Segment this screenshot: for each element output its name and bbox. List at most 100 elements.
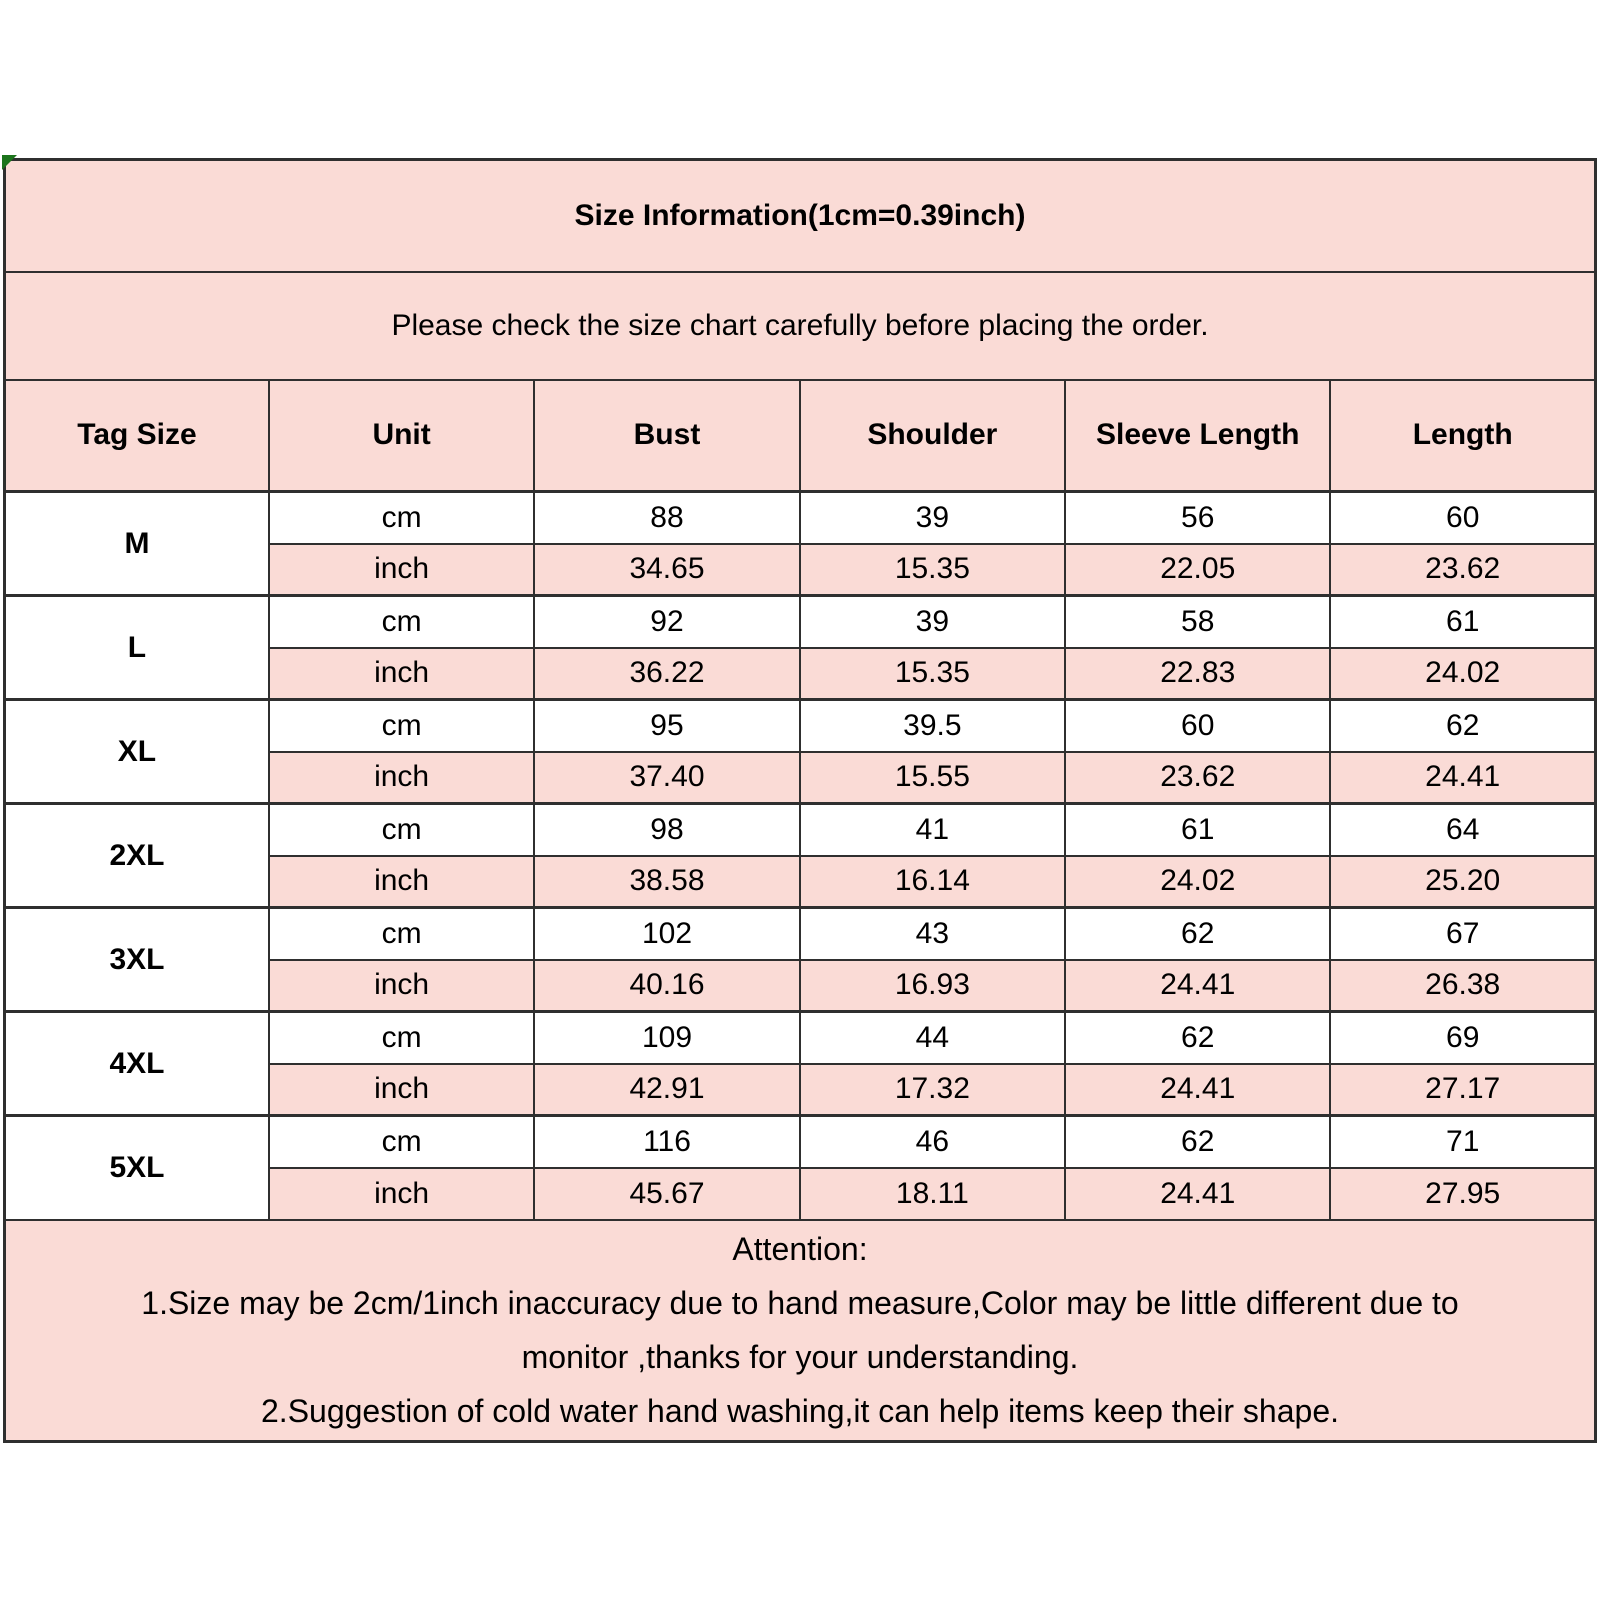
attention-heading: Attention: xyxy=(732,1231,868,1268)
cm-value-cell: 102 xyxy=(533,906,801,961)
inch-value-cell: 24.41 xyxy=(1064,1166,1332,1221)
inch-value-cell: 16.14 xyxy=(798,854,1067,909)
inch-value-cell: 37.40 xyxy=(533,750,801,805)
size-row-xl-inch: inch 37.40 15.55 23.62 24.41 xyxy=(5,750,1597,805)
cm-value-cell: 61 xyxy=(1329,594,1597,649)
size-row-5xl-cm: 5XL cm 116 46 62 71 xyxy=(3,1114,1597,1221)
unit-inch-cell: inch xyxy=(267,542,536,597)
attention-line-2: monitor ,thanks for your understanding. xyxy=(521,1339,1079,1376)
green-corner-marker-icon xyxy=(2,155,17,170)
inch-value-cell: 15.35 xyxy=(798,542,1067,597)
cm-value-cell: 71 xyxy=(1329,1114,1597,1169)
cm-value-cell: 46 xyxy=(798,1114,1067,1169)
attention-row: Attention: 1.Size may be 2cm/1inch inacc… xyxy=(3,1218,1597,1443)
cm-value-cell: 60 xyxy=(1329,490,1597,545)
inch-value-cell: 22.05 xyxy=(1064,542,1332,597)
cm-value-cell: 44 xyxy=(798,1010,1067,1065)
inch-value-cell: 24.41 xyxy=(1064,958,1332,1013)
inch-value-cell: 27.17 xyxy=(1329,1062,1597,1117)
size-row-l-inch: inch 36.22 15.35 22.83 24.02 xyxy=(5,646,1597,701)
size-row-4xl-cm: 4XL cm 109 44 62 69 xyxy=(3,1010,1597,1117)
cm-value-cell: 109 xyxy=(533,1010,801,1065)
inch-value-cell: 24.41 xyxy=(1329,750,1597,805)
unit-cm-cell: cm xyxy=(267,490,536,545)
inch-value-cell: 17.32 xyxy=(798,1062,1067,1117)
size-chart-notice: Please check the size chart carefully be… xyxy=(3,270,1597,381)
size-table-foot: Attention: 1.Size may be 2cm/1inch inacc… xyxy=(3,1218,1597,1443)
size-row-xl-cm: XL cm 95 39.5 60 62 xyxy=(3,698,1597,805)
tag-size-cell-l: L xyxy=(3,594,270,701)
attention-line-1: 1.Size may be 2cm/1inch inaccuracy due t… xyxy=(141,1285,1459,1322)
cm-value-cell: 58 xyxy=(1064,594,1332,649)
unit-cm-cell: cm xyxy=(267,1114,536,1169)
unit-cm-cell: cm xyxy=(267,594,536,649)
inch-value-cell: 15.55 xyxy=(798,750,1067,805)
cm-value-cell: 60 xyxy=(1064,698,1332,753)
column-header-bust: Bust xyxy=(533,378,801,493)
inch-value-cell: 26.38 xyxy=(1329,958,1597,1013)
inch-value-cell: 16.93 xyxy=(798,958,1067,1013)
tag-size-cell-xl: XL xyxy=(3,698,270,805)
cm-value-cell: 39 xyxy=(798,594,1067,649)
inch-value-cell: 22.83 xyxy=(1064,646,1332,701)
cm-value-cell: 92 xyxy=(533,594,801,649)
title-row: Size Information(1cm=0.39inch) xyxy=(3,158,1597,273)
cm-value-cell: 39.5 xyxy=(798,698,1067,753)
cm-value-cell: 41 xyxy=(798,802,1067,857)
size-row-3xl-cm: 3XL cm 102 43 62 67 xyxy=(3,906,1597,1013)
size-row-5xl-inch: inch 45.67 18.11 24.41 27.95 xyxy=(5,1166,1597,1221)
cm-value-cell: 88 xyxy=(533,490,801,545)
inch-value-cell: 23.62 xyxy=(1064,750,1332,805)
cm-value-cell: 69 xyxy=(1329,1010,1597,1065)
column-header-tag-size: Tag Size xyxy=(3,378,270,493)
cm-value-cell: 62 xyxy=(1064,1010,1332,1065)
cm-value-cell: 95 xyxy=(533,698,801,753)
unit-inch-cell: inch xyxy=(267,1062,536,1117)
inch-value-cell: 18.11 xyxy=(798,1166,1067,1221)
column-header-length: Length xyxy=(1329,378,1597,493)
cm-value-cell: 116 xyxy=(533,1114,801,1169)
size-row-3xl-inch: inch 40.16 16.93 24.41 26.38 xyxy=(5,958,1597,1013)
unit-inch-cell: inch xyxy=(267,958,536,1013)
cm-value-cell: 56 xyxy=(1064,490,1332,545)
attention-line-3: 2.Suggestion of cold water hand washing,… xyxy=(261,1393,1339,1430)
size-row-4xl-inch: inch 42.91 17.32 24.41 27.17 xyxy=(5,1062,1597,1117)
cm-value-cell: 98 xyxy=(533,802,801,857)
size-row-m-inch: inch 34.65 15.35 22.05 23.62 xyxy=(5,542,1597,597)
unit-cm-cell: cm xyxy=(267,698,536,753)
inch-value-cell: 38.58 xyxy=(533,854,801,909)
inch-value-cell: 34.65 xyxy=(533,542,801,597)
cm-value-cell: 62 xyxy=(1064,906,1332,961)
tag-size-cell-m: M xyxy=(3,490,270,597)
cm-value-cell: 62 xyxy=(1329,698,1597,753)
inch-value-cell: 25.20 xyxy=(1329,854,1597,909)
inch-value-cell: 23.62 xyxy=(1329,542,1597,597)
size-chart-table: Size Information(1cm=0.39inch) Please ch… xyxy=(3,158,1597,1443)
size-row-2xl-inch: inch 38.58 16.14 24.02 25.20 xyxy=(5,854,1597,909)
column-header-shoulder: Shoulder xyxy=(798,378,1067,493)
page-title: Size Information(1cm=0.39inch) xyxy=(3,158,1597,273)
cm-value-cell: 67 xyxy=(1329,906,1597,961)
unit-inch-cell: inch xyxy=(267,1166,536,1221)
inch-value-cell: 24.02 xyxy=(1329,646,1597,701)
unit-cm-cell: cm xyxy=(267,802,536,857)
column-header-sleeve-length: Sleeve Length xyxy=(1064,378,1332,493)
unit-inch-cell: inch xyxy=(267,854,536,909)
tag-size-cell-4xl: 4XL xyxy=(3,1010,270,1117)
unit-inch-cell: inch xyxy=(267,750,536,805)
column-header-row: Tag Size Unit Bust Shoulder Sleeve Lengt… xyxy=(3,378,1597,493)
attention-note: Attention: 1.Size may be 2cm/1inch inacc… xyxy=(3,1218,1597,1443)
inch-value-cell: 15.35 xyxy=(798,646,1067,701)
inch-value-cell: 24.41 xyxy=(1064,1062,1332,1117)
inch-value-cell: 36.22 xyxy=(533,646,801,701)
tag-size-cell-3xl: 3XL xyxy=(3,906,270,1013)
cm-value-cell: 64 xyxy=(1329,802,1597,857)
cm-value-cell: 43 xyxy=(798,906,1067,961)
unit-inch-cell: inch xyxy=(267,646,536,701)
inch-value-cell: 27.95 xyxy=(1329,1166,1597,1221)
cm-value-cell: 39 xyxy=(798,490,1067,545)
size-table-head: Size Information(1cm=0.39inch) Please ch… xyxy=(3,158,1597,493)
